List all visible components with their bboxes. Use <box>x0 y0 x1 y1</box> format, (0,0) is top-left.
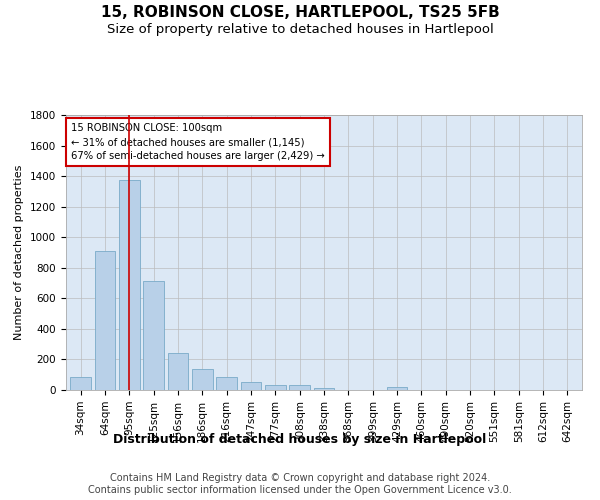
Bar <box>143 281 164 390</box>
Text: 15 ROBINSON CLOSE: 100sqm
← 31% of detached houses are smaller (1,145)
67% of se: 15 ROBINSON CLOSE: 100sqm ← 31% of detac… <box>71 123 325 161</box>
Text: Size of property relative to detached houses in Hartlepool: Size of property relative to detached ho… <box>107 22 493 36</box>
Bar <box>265 386 286 390</box>
Bar <box>314 388 334 390</box>
Bar <box>216 377 237 390</box>
Text: Contains HM Land Registry data © Crown copyright and database right 2024.
Contai: Contains HM Land Registry data © Crown c… <box>88 474 512 495</box>
Bar <box>289 386 310 390</box>
Bar <box>241 382 262 390</box>
Bar <box>167 352 188 390</box>
Y-axis label: Number of detached properties: Number of detached properties <box>14 165 25 340</box>
Bar <box>119 180 140 390</box>
Text: 15, ROBINSON CLOSE, HARTLEPOOL, TS25 5FB: 15, ROBINSON CLOSE, HARTLEPOOL, TS25 5FB <box>101 5 499 20</box>
Text: Distribution of detached houses by size in Hartlepool: Distribution of detached houses by size … <box>113 432 487 446</box>
Bar <box>192 368 212 390</box>
Bar <box>386 387 407 390</box>
Bar <box>95 251 115 390</box>
Bar <box>70 377 91 390</box>
